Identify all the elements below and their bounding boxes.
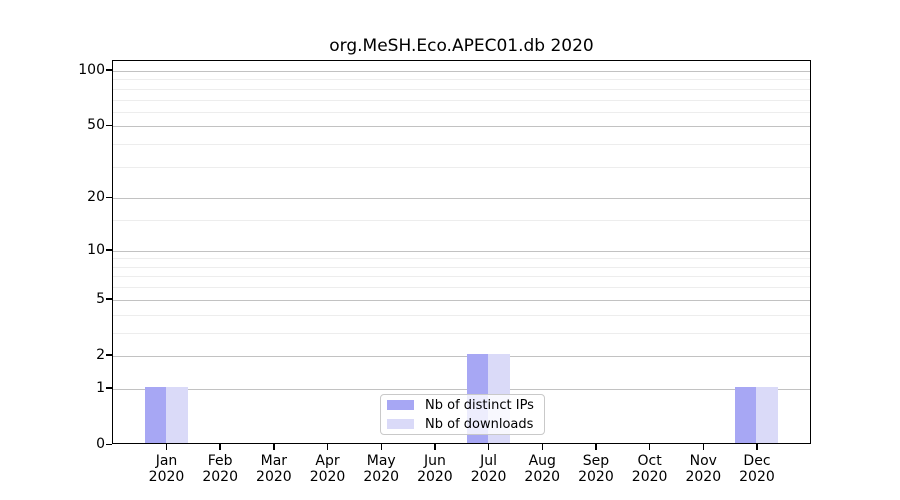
x-tick-label-year: 2020 [256, 468, 292, 485]
minor-gridline [113, 88, 810, 90]
y-tick [106, 124, 112, 127]
minor-gridline [113, 276, 810, 278]
x-tick-label-year: 2020 [470, 468, 507, 485]
y-tick [106, 387, 112, 389]
plot-area [112, 60, 811, 444]
x-tick [756, 444, 758, 450]
bar-distinct-ips [734, 386, 757, 443]
x-tick-label-year: 2020 [578, 468, 614, 485]
minor-gridline [113, 287, 810, 289]
x-tick-label: Jun 2020 [405, 453, 465, 485]
minor-gridline [113, 79, 810, 81]
major-gridline [113, 198, 810, 200]
minor-gridline [113, 166, 810, 168]
major-gridline [113, 299, 810, 301]
chart-title: org.MeSH.Eco.APEC01.db 2020 [329, 36, 594, 56]
legend-label-downloads: Nb of downloads [425, 416, 534, 432]
x-tick [434, 444, 436, 450]
x-tick-label: Feb 2020 [190, 453, 250, 485]
x-tick [326, 444, 329, 450]
minor-gridline [113, 266, 810, 268]
major-gridline [113, 250, 810, 252]
x-tick [702, 444, 704, 450]
y-tick-label: 0 [96, 436, 105, 452]
minor-gridline [113, 314, 810, 316]
x-tick-label-year: 2020 [202, 468, 238, 485]
legend-item-distinct-ips: Nb of distinct IPs [387, 398, 544, 413]
bar-downloads [166, 386, 188, 443]
legend-swatch-downloads [387, 419, 414, 429]
x-tick-label-year: 2020 [631, 468, 668, 485]
legend-label-distinct-ips: Nb of distinct IPs [425, 397, 534, 413]
x-tick-label-year: 2020 [363, 468, 400, 485]
x-tick [273, 444, 275, 450]
minor-gridline [113, 258, 810, 260]
x-tick-label-year: 2020 [309, 468, 346, 485]
y-tick-label: 2 [96, 346, 105, 363]
y-tick [106, 196, 112, 199]
x-tick-label: Oct 2020 [620, 453, 680, 485]
minor-gridline [113, 220, 810, 222]
bar-distinct-ips [144, 386, 166, 443]
x-tick-label: May 2020 [351, 453, 411, 485]
y-tick-label: 10 [87, 241, 105, 258]
x-tick [487, 444, 490, 450]
minor-gridline [113, 144, 810, 146]
y-tick-label: 100 [78, 61, 105, 78]
major-gridline [113, 355, 810, 357]
x-tick [648, 444, 651, 450]
y-tick [106, 298, 112, 300]
x-tick [541, 444, 543, 450]
x-tick [380, 444, 382, 450]
x-tick-label-year: 2020 [417, 468, 453, 485]
legend-item-downloads: Nb of downloads [387, 417, 544, 432]
x-tick [165, 444, 168, 450]
x-tick-label-year: 2020 [148, 468, 185, 485]
minor-gridline [113, 99, 810, 101]
x-tick-label: Jul 2020 [459, 453, 519, 485]
y-tick [106, 443, 112, 445]
x-tick-label: Sep 2020 [566, 453, 626, 485]
x-tick-label-year: 2020 [685, 468, 722, 485]
y-tick-label: 5 [96, 290, 105, 307]
y-tick-label: 1 [96, 379, 105, 396]
y-tick [106, 69, 112, 71]
y-tick-label: 50 [87, 117, 105, 134]
major-gridline [113, 388, 810, 390]
legend-swatch-distinct-ips [387, 400, 414, 410]
y-tick-label: 20 [87, 189, 105, 206]
x-tick-label: Dec 2020 [727, 453, 787, 485]
x-tick-label: Mar 2020 [244, 453, 304, 485]
y-tick [106, 354, 112, 356]
x-tick-label-year: 2020 [524, 468, 561, 485]
major-gridline [113, 70, 810, 72]
x-tick-label-year: 2020 [739, 468, 775, 485]
x-tick-label: Nov 2020 [673, 453, 733, 485]
x-tick [219, 444, 221, 450]
bar-downloads [756, 386, 778, 443]
x-tick-label: Aug 2020 [512, 453, 572, 485]
x-tick-label: Apr 2020 [298, 453, 358, 485]
legend: Nb of distinct IPs Nb of downloads [380, 394, 545, 435]
minor-gridline [113, 111, 810, 113]
x-tick-label: Jan 2020 [137, 453, 197, 485]
minor-gridline [113, 332, 810, 334]
x-tick [595, 444, 597, 450]
major-gridline [113, 126, 810, 128]
y-tick [106, 249, 112, 251]
